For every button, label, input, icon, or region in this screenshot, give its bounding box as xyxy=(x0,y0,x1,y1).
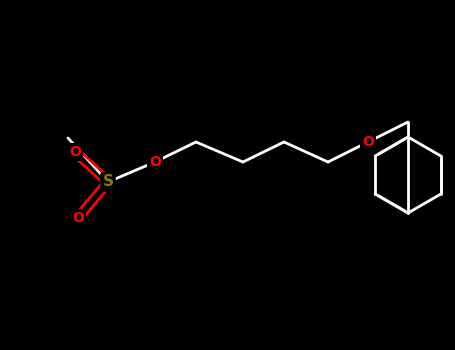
Text: S: S xyxy=(102,175,113,189)
Text: O: O xyxy=(69,145,81,159)
Text: O: O xyxy=(149,155,161,169)
Text: O: O xyxy=(362,135,374,149)
Text: O: O xyxy=(72,211,84,225)
